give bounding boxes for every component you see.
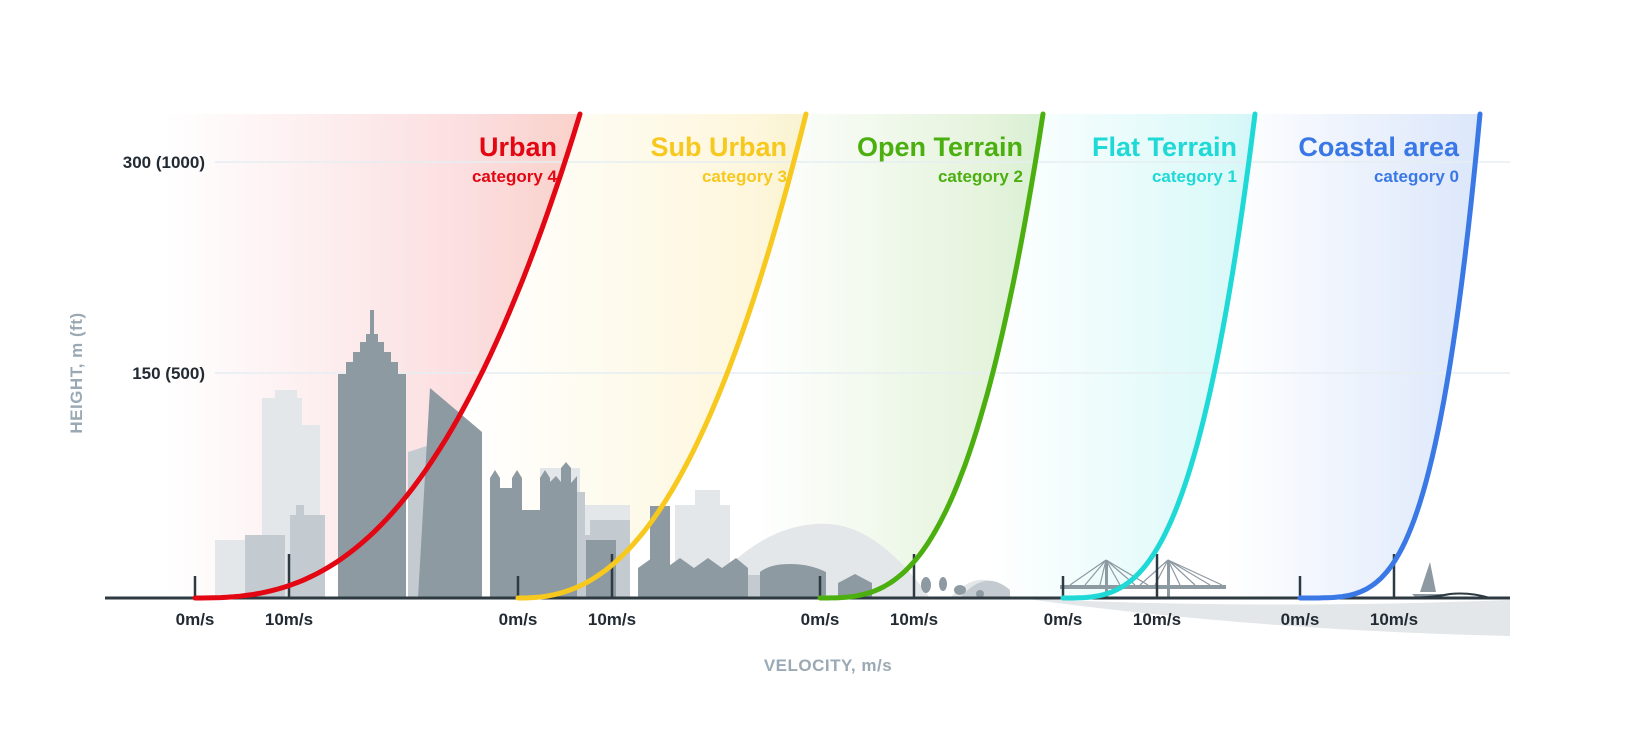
profile-curve-2 — [817, 111, 1046, 601]
bg-building — [275, 390, 297, 400]
category-name: Urban — [479, 132, 557, 162]
tree — [921, 577, 931, 593]
tick-label-0ms: 0m/s — [1044, 610, 1083, 629]
tick-label-0ms: 0m/s — [176, 610, 215, 629]
tree — [954, 585, 966, 595]
category-labels: Urban category 4 Sub Urban category 3 Open T… — [472, 132, 1460, 186]
category-sub: category 0 — [1374, 167, 1459, 186]
category-name: Open Terrain — [857, 132, 1023, 162]
bridge-deck — [1060, 585, 1226, 589]
hangar — [760, 564, 826, 598]
tree — [939, 577, 947, 591]
profile-curves — [192, 111, 1483, 601]
category-name: Flat Terrain — [1092, 132, 1237, 162]
category-sub: category 1 — [1152, 167, 1237, 186]
category-name: Coastal area — [1298, 132, 1460, 162]
profile-curve-1 — [515, 111, 809, 601]
y-axis-title: HEIGHT, m (ft) — [67, 312, 86, 433]
shrub — [976, 590, 984, 598]
sailboat — [1420, 562, 1436, 592]
category-sub: category 3 — [702, 167, 787, 186]
gothic-building — [490, 462, 577, 598]
skyline-foreground — [338, 310, 1442, 598]
tick-label-0ms: 0m/s — [499, 610, 538, 629]
profile-curve-3 — [1060, 111, 1258, 601]
category-name: Sub Urban — [650, 132, 787, 162]
cable — [1069, 559, 1149, 586]
tick-label-0ms: 0m/s — [801, 610, 840, 629]
slanted-building — [418, 388, 482, 598]
bridge-cables — [1069, 559, 1223, 586]
mid-shape — [960, 580, 1010, 598]
category-sub: category 2 — [938, 167, 1023, 186]
tower — [338, 310, 406, 598]
category-sub: category 4 — [472, 167, 558, 186]
velocity-ticks: 0m/s 10m/s 0m/s 10m/s 0m/s 10m/s 0m/s 10m/s 0m/s… — [176, 554, 1418, 629]
profile-fill-2 — [754, 114, 1043, 598]
tick-label-10ms: 10m/s — [265, 610, 313, 629]
bridge-pylon — [1105, 560, 1108, 598]
tick-label-10ms: 10m/s — [890, 610, 938, 629]
water-shade — [1020, 598, 1510, 636]
tick-label-10ms: 10m/s — [1370, 610, 1418, 629]
cable — [1139, 559, 1223, 586]
tick-label-10ms: 10m/s — [1133, 610, 1181, 629]
profile-fill-4 — [1226, 114, 1480, 598]
mid-building — [296, 505, 304, 517]
x-axis-title: VELOCITY, m/s — [764, 656, 892, 675]
bg-building — [695, 490, 720, 505]
bridge-pylon — [1167, 560, 1170, 598]
y-tick-300: 300 (1000) — [123, 153, 205, 172]
grid — [215, 161, 1510, 374]
y-tick-150: 150 (500) — [132, 364, 205, 383]
profile-curve-4 — [1297, 111, 1483, 601]
tick-label-0ms: 0m/s — [1281, 610, 1320, 629]
factory — [638, 558, 748, 598]
profile-curve-0 — [192, 111, 583, 601]
tick-label-10ms: 10m/s — [588, 610, 636, 629]
profile-fill-3 — [991, 114, 1255, 598]
